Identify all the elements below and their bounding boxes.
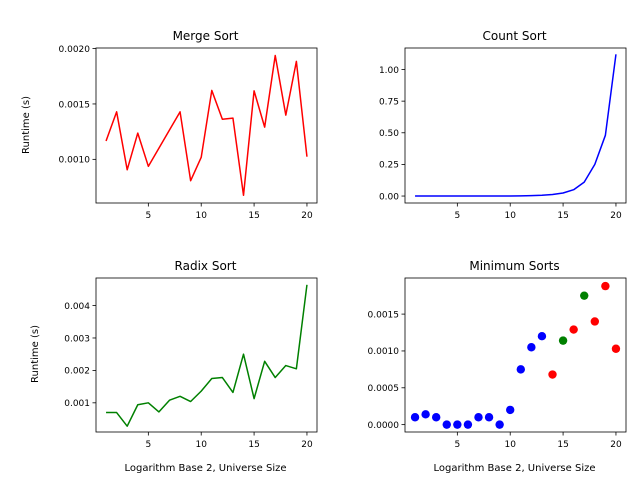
x-tick-label: 15 [557, 211, 568, 221]
data-point [474, 413, 483, 422]
x-tick-label: 5 [454, 440, 460, 450]
subplot-minimum-sorts: Minimum Sorts 5 10 15 20 0.0000 0.0005 0.0010… [368, 259, 627, 474]
data-point [558, 336, 568, 345]
data-point [431, 413, 441, 422]
y-axis-label: Runtime (s) [21, 96, 32, 154]
data-point [506, 405, 515, 415]
x-tick-label: 20 [610, 440, 622, 450]
plot-area [95, 47, 318, 204]
y-tick-label: 0.0015 [368, 310, 400, 320]
x-tick-label: 20 [301, 440, 313, 450]
y-tick-label: 0.25 [379, 161, 399, 171]
axes-frame [404, 47, 627, 204]
y-tick-label: 0.0020 [59, 45, 91, 55]
y-tick-label: 0.75 [379, 97, 399, 107]
y-tick-label: 0.00 [379, 192, 399, 202]
subplot-count-sort: Count Sort 5 10 15 20 0.00 0.25 0.50 0.75 1.00 [379, 29, 627, 221]
series-line-0 [105, 54, 308, 196]
y-tick-label: 0.0005 [368, 384, 400, 394]
data-point [601, 281, 610, 291]
y-ticks: 0.0000 0.0005 0.0010 0.0015 [368, 310, 405, 431]
chart-title: Count Sort [482, 29, 546, 43]
y-tick-label: 0.0000 [368, 421, 400, 431]
y-tick-label: 0.003 [64, 334, 90, 344]
x-tick-label: 5 [145, 211, 151, 221]
chart-title: Radix Sort [175, 259, 237, 273]
x-tick-label: 10 [195, 440, 207, 450]
series-line-0 [415, 54, 617, 197]
y-ticks: 0.0010 0.0015 0.0020 [59, 45, 96, 166]
subplot-radix-sort: Radix Sort 5 10 15 20 0.0010.0020.0030.004 … [30, 259, 318, 474]
data-point [495, 420, 504, 429]
y-tick-label: 0.0010 [59, 156, 91, 166]
y-axis-label: Runtime (s) [30, 325, 41, 383]
series-line-0 [106, 284, 308, 427]
plot-area [95, 277, 318, 433]
data-point [463, 420, 473, 429]
y-tick-label: 0.0010 [368, 347, 400, 357]
x-axis-label: Logarithm Base 2, Universe Size [125, 463, 287, 474]
data-point [484, 413, 494, 422]
data-point [611, 344, 621, 353]
x-ticks: 5 10 15 20 [145, 432, 313, 450]
x-ticks: 5 10 15 20 [454, 432, 622, 450]
y-tick-label: 0.002 [64, 367, 90, 377]
subplot-merge-sort: Merge Sort 5 10 15 20 0.0010 0.0015 0.0020 Ru… [21, 29, 318, 221]
x-tick-label: 20 [610, 211, 622, 221]
plot-area [404, 47, 627, 204]
x-axis-label: Logarithm Base 2, Universe Size [434, 463, 596, 474]
x-ticks: 5 10 15 20 [145, 203, 313, 221]
y-tick-label: 1.00 [379, 66, 399, 76]
data-point [527, 343, 536, 352]
y-tick-label: 0.001 [64, 399, 90, 409]
chart-title: Minimum Sorts [469, 259, 559, 273]
plot-area [404, 277, 627, 433]
x-tick-label: 20 [301, 211, 313, 221]
x-tick-label: 10 [195, 211, 207, 221]
axes-frame [95, 47, 318, 204]
x-tick-label: 5 [145, 440, 151, 450]
x-tick-label: 15 [557, 440, 568, 450]
data-point [442, 420, 451, 429]
y-tick-label: 0.50 [379, 129, 399, 139]
x-tick-label: 15 [248, 440, 259, 450]
data-point [516, 365, 525, 374]
data-point [453, 420, 462, 429]
y-tick-label: 0.004 [64, 302, 90, 312]
x-tick-label: 15 [248, 211, 259, 221]
chart-title: Merge Sort [173, 29, 239, 43]
data-point [569, 325, 578, 334]
y-ticks: 0.00 0.25 0.50 0.75 1.00 [379, 66, 405, 202]
y-tick-label: 0.0015 [59, 100, 91, 110]
axes-frame [404, 277, 627, 433]
data-point [410, 413, 420, 422]
y-ticks: 0.001 0.002 0.003 0.004 [64, 302, 96, 409]
x-tick-label: 10 [504, 440, 516, 450]
data-point [548, 370, 557, 379]
x-tick-label: 5 [454, 211, 460, 221]
data-point [537, 332, 547, 341]
x-ticks: 5 10 15 20 [454, 203, 622, 221]
axes-frame [95, 277, 318, 433]
data-point [590, 317, 600, 326]
data-point [580, 291, 589, 300]
data-point [421, 410, 430, 419]
x-tick-label: 10 [504, 211, 516, 221]
